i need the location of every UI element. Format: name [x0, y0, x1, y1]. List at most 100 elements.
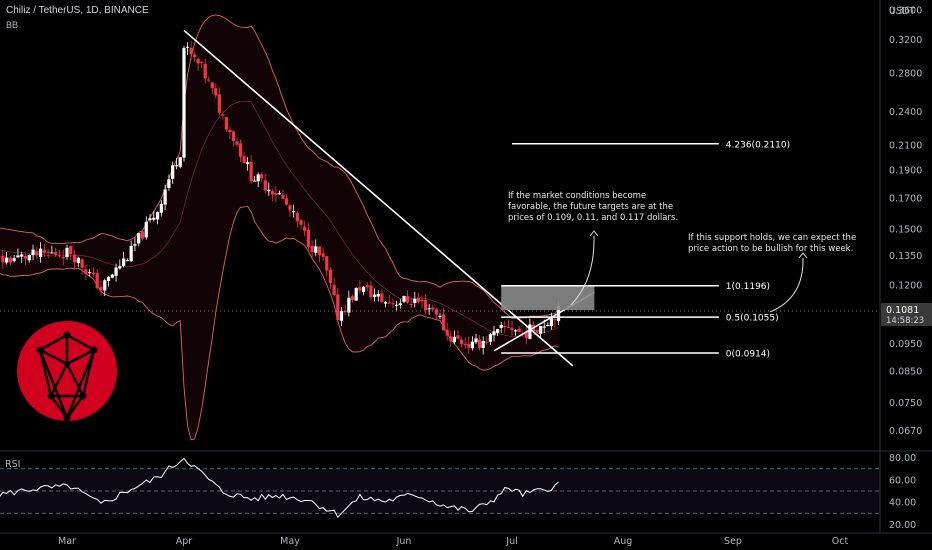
bb-lower-line	[0, 205, 559, 441]
candle-body	[155, 212, 160, 220]
candle-body	[539, 325, 543, 334]
candle-body	[380, 293, 384, 302]
candle-body	[46, 252, 50, 254]
candle-body	[310, 245, 314, 253]
indicator-label-bb[interactable]: BB	[6, 20, 19, 30]
candle-body	[235, 141, 239, 145]
candle-body	[171, 165, 175, 179]
x-tick-label: Apr	[176, 536, 193, 547]
rsi-tick-label: 20.00	[889, 520, 916, 531]
candle-body	[332, 284, 336, 296]
candle-body	[210, 82, 214, 89]
candle-body	[481, 341, 485, 348]
price-axis-unit: USDT	[889, 6, 915, 17]
candle-body	[321, 253, 325, 257]
candle-body	[106, 276, 111, 281]
candle-body	[159, 203, 163, 213]
candle-body	[267, 189, 271, 192]
candle-body	[445, 329, 449, 336]
candle-body	[284, 198, 289, 205]
candle-body	[402, 296, 406, 302]
candle-body	[5, 257, 9, 263]
candle-body	[50, 252, 54, 254]
candle-body	[144, 221, 148, 238]
candlestick-series	[0, 40, 561, 355]
candle-body	[314, 246, 318, 253]
rsi-tick-label: 60.00	[889, 475, 916, 486]
candle-body	[470, 341, 474, 349]
candle-body	[152, 217, 156, 220]
y-tick-label: 0.2400	[889, 107, 922, 118]
candle-body	[347, 297, 351, 313]
candle-body	[163, 189, 167, 205]
chiliz-logo	[17, 321, 117, 422]
candle-body	[167, 179, 171, 188]
candle-body	[193, 54, 197, 58]
candle-body	[277, 193, 281, 195]
candle-body	[103, 280, 107, 291]
candle-body	[416, 297, 420, 302]
rsi-tick-label: 40.00	[889, 498, 916, 509]
candle-body	[185, 46, 190, 48]
candle-body	[542, 326, 546, 328]
candle-body	[325, 256, 329, 271]
candle-body	[148, 218, 152, 221]
x-tick-label: Oct	[832, 536, 849, 547]
candle-body	[409, 304, 413, 306]
candle-body	[189, 47, 193, 55]
resistance-zone	[501, 285, 595, 311]
candle-body	[295, 212, 299, 222]
candle-body	[91, 272, 96, 275]
candle-body	[524, 332, 528, 339]
candle-body	[306, 229, 310, 247]
candle-body	[506, 326, 510, 328]
candle-body	[299, 220, 303, 225]
bb-upper-line	[0, 14, 559, 319]
candle-body	[140, 231, 145, 239]
candle-body	[365, 285, 369, 288]
candle-body	[182, 48, 186, 158]
rsi-label: RSI	[5, 459, 20, 470]
candle-body	[339, 311, 344, 321]
candle-body	[61, 257, 65, 259]
y-tick-label: 0.1350	[889, 251, 922, 262]
candle-body	[478, 339, 482, 348]
candle-body	[238, 143, 243, 157]
candle-body	[125, 260, 129, 262]
x-tick-label: Aug	[614, 536, 633, 547]
candle-body	[38, 248, 43, 257]
candle-body	[270, 191, 274, 195]
y-tick-label: 0.0750	[889, 398, 922, 409]
candle-body	[406, 296, 410, 303]
candle-body	[413, 298, 417, 303]
candle-body	[372, 294, 377, 297]
candle-body	[336, 294, 340, 321]
candle-body	[303, 226, 307, 231]
candle-body	[217, 94, 221, 113]
rsi-pane: RSI	[0, 450, 932, 519]
y-tick-label: 0.0950	[889, 339, 922, 350]
bollinger-bands	[0, 14, 559, 441]
note-left-line: If the market conditions become	[508, 191, 646, 201]
candle-body	[358, 287, 362, 291]
note-arrow-right	[769, 257, 804, 313]
candle-body	[99, 286, 103, 291]
chart-symbol-title[interactable]: Chiliz / TetherUS, 1D, BINANCE	[6, 5, 149, 16]
candle-body	[513, 330, 518, 332]
y-tick-label: 0.1900	[889, 165, 922, 176]
candle-body	[460, 339, 464, 344]
candle-body	[485, 341, 489, 343]
candle-body	[8, 257, 12, 263]
y-tick-label: 0.0670	[889, 426, 922, 437]
candle-body	[1, 255, 5, 263]
candle-body	[420, 299, 424, 302]
candle-body	[350, 296, 355, 300]
x-tick-label: Jul	[505, 536, 517, 547]
candle-body	[221, 114, 225, 116]
last-price-value: 0.1081	[886, 305, 919, 316]
candle-body	[114, 267, 118, 276]
candle-body	[207, 79, 211, 81]
candle-body	[492, 331, 496, 336]
candle-body	[174, 165, 179, 167]
